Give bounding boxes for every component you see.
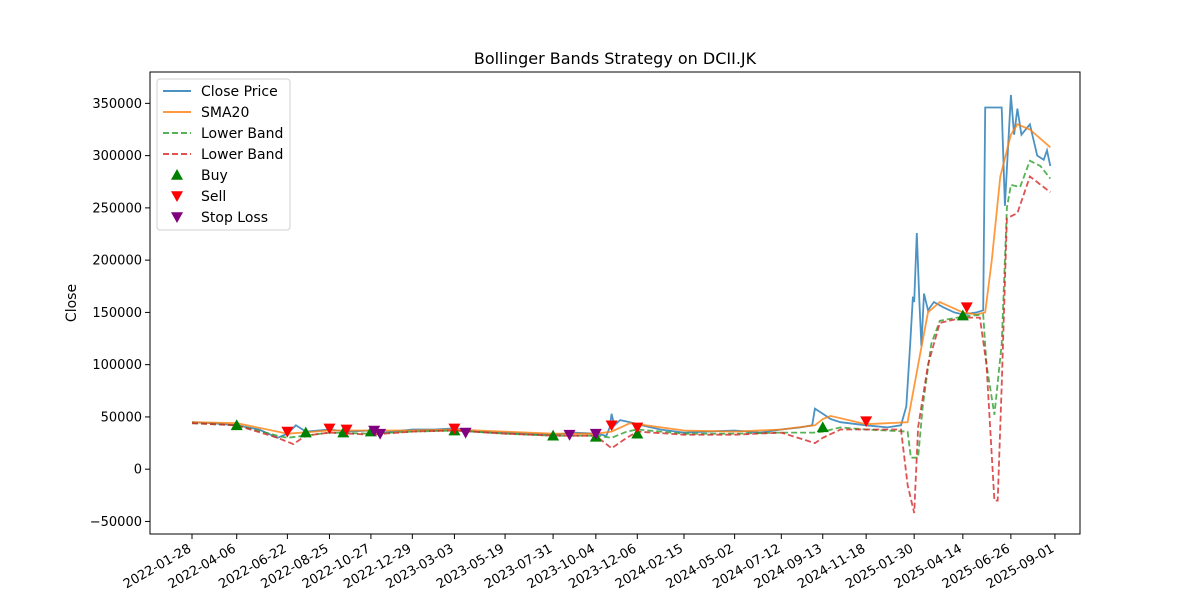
sell-marker: [281, 426, 294, 438]
y-tick-label: 150000: [92, 306, 142, 321]
legend-label: Lower Band: [201, 126, 283, 142]
series-line-sma: [191, 123, 1051, 435]
legend-swatch-buy: [171, 169, 183, 180]
buy-marker: [230, 419, 243, 431]
buy-marker: [816, 421, 829, 433]
y-tick-label: 100000: [92, 358, 142, 373]
buy-marker: [547, 429, 560, 441]
stop-marker: [368, 425, 381, 437]
legend-label: Lower Band: [201, 147, 283, 163]
sell-marker: [960, 302, 973, 314]
legend: Close Price SMA20 Lower Band Lower Band Buy S…: [156, 78, 291, 231]
y-tick-label: 350000: [92, 97, 142, 112]
legend-label: Close Price: [201, 84, 278, 100]
legend-label: SMA20: [201, 105, 249, 121]
y-tick-label: 250000: [92, 201, 142, 216]
sell-marker: [340, 424, 353, 436]
stop-marker: [374, 428, 387, 440]
sell-marker: [323, 423, 336, 435]
y-tick-label: 0: [134, 463, 142, 478]
stop-marker: [589, 428, 602, 440]
stop-marker: [459, 427, 472, 439]
legend-swatch-stop: [171, 212, 183, 223]
sell-marker: [860, 416, 873, 428]
legend-label: Stop Loss: [201, 210, 268, 226]
sell-marker: [631, 422, 644, 434]
series-line-lower1: [191, 159, 1052, 459]
sell-marker: [448, 423, 461, 435]
stop-marker: [563, 429, 576, 441]
legend-label: Buy: [201, 168, 228, 184]
buy-marker: [956, 309, 969, 321]
marker-layer: [230, 302, 973, 442]
legend-label: Sell: [201, 189, 226, 205]
sell-marker: [605, 420, 618, 432]
chart-title: Bollinger Bands Strategy on DCII.JK: [474, 49, 757, 68]
y-axis-label: Close: [64, 284, 80, 322]
y-tick-label: −50000: [90, 515, 142, 530]
legend-frame: [156, 78, 291, 231]
buy-marker: [299, 426, 312, 438]
y-tick-label: 300000: [92, 149, 142, 164]
x-axis: 2022-01-282022-04-062022-06-222022-08-25…: [121, 534, 1057, 592]
plot-area: [149, 71, 1081, 535]
y-tick-label: 200000: [92, 254, 142, 269]
legend-swatch-sell: [171, 191, 183, 202]
y-axis: −50000 0 50000 100000 150000 200000 250000 3000…: [90, 97, 150, 530]
y-tick-label: 50000: [101, 410, 142, 425]
